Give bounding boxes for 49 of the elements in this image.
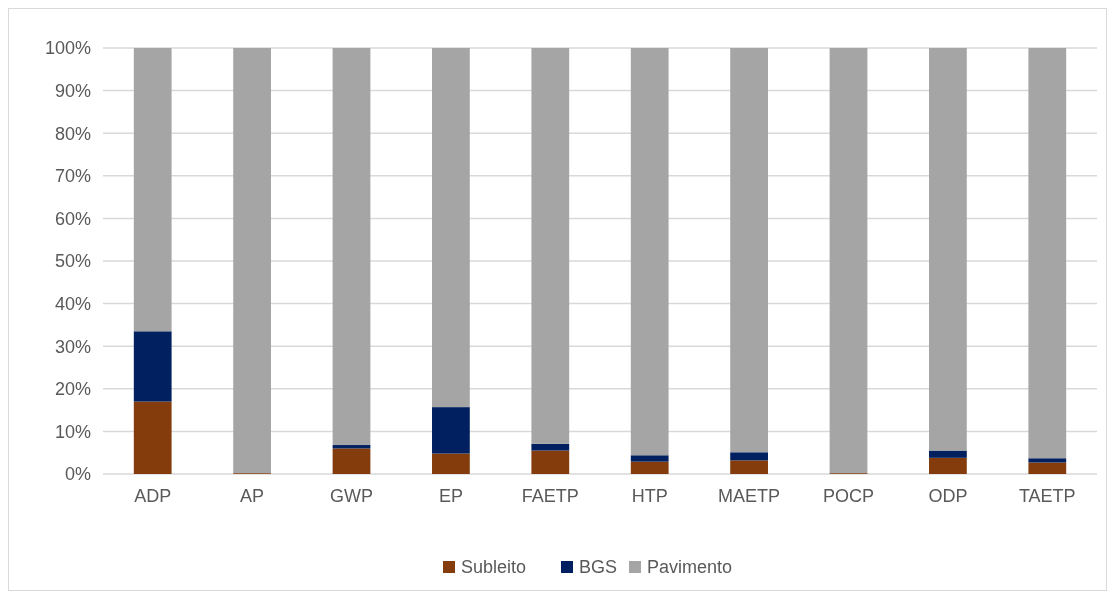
bar bbox=[332, 48, 371, 446]
legend-label: BGS bbox=[579, 557, 618, 578]
x-tick-label: GWP bbox=[330, 486, 373, 506]
bar bbox=[432, 407, 470, 454]
bar bbox=[1028, 48, 1067, 459]
bar bbox=[332, 448, 371, 474]
x-tick-label: EP bbox=[438, 486, 463, 506]
x-tick-label: HTP bbox=[631, 486, 668, 506]
bar bbox=[730, 460, 768, 474]
x-tick-label: ODP bbox=[928, 486, 968, 506]
bar bbox=[432, 48, 470, 408]
legend-label: Subleito bbox=[461, 557, 527, 578]
bar bbox=[1028, 462, 1067, 474]
bar bbox=[730, 48, 768, 453]
bar bbox=[829, 48, 868, 474]
x-tick-label: FAETP bbox=[521, 486, 579, 506]
bar bbox=[630, 461, 669, 474]
bar bbox=[1028, 458, 1067, 463]
y-tick-label: 30% bbox=[54, 336, 91, 357]
bar bbox=[432, 453, 470, 474]
y-tick-label: 90% bbox=[54, 80, 91, 101]
bar bbox=[233, 48, 271, 474]
y-tick-label: 10% bbox=[54, 421, 91, 442]
y-tick-label: 40% bbox=[54, 293, 91, 314]
y-tick-label: 20% bbox=[54, 379, 91, 400]
y-tick-label: 0% bbox=[64, 464, 91, 485]
y-tick-label: 60% bbox=[54, 208, 91, 229]
x-tick-label: ADP bbox=[134, 486, 172, 506]
bar bbox=[630, 455, 669, 462]
bar bbox=[133, 331, 172, 402]
bar bbox=[929, 450, 967, 458]
y-tick-label: 70% bbox=[54, 166, 91, 187]
bar bbox=[929, 457, 967, 474]
bar bbox=[730, 452, 768, 461]
bar bbox=[929, 48, 967, 451]
x-tick-label: TAETP bbox=[1018, 486, 1076, 506]
bar bbox=[531, 443, 570, 451]
bar bbox=[630, 48, 669, 456]
y-tick-label: 50% bbox=[54, 251, 91, 272]
x-tick-label: MAETP bbox=[718, 486, 781, 506]
y-tick-label: 100% bbox=[44, 38, 91, 59]
bar bbox=[133, 401, 172, 474]
bar bbox=[133, 48, 172, 332]
bar bbox=[531, 48, 570, 444]
x-tick-label: AP bbox=[240, 486, 265, 506]
x-tick-label: POCP bbox=[822, 486, 875, 506]
legend-label: Pavimento bbox=[647, 557, 733, 578]
y-tick-label: 80% bbox=[54, 123, 91, 144]
bar bbox=[531, 450, 570, 474]
